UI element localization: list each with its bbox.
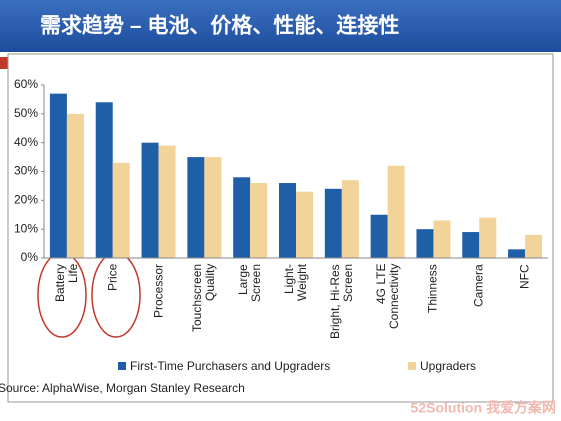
bar [508,249,526,258]
y-tick-label: 60% [14,77,38,91]
x-tick-label: Light- Weight [282,264,309,302]
y-tick-label: 30% [14,164,38,178]
watermark: 52Solution 我爱方案网 [411,400,556,416]
x-tick-label: NFC [517,264,532,289]
bar [95,102,113,258]
bar [158,145,176,258]
bar [250,183,268,258]
x-tick-label: Battery Life [52,264,80,303]
bar [204,157,222,258]
bar [279,183,296,258]
title-banner [0,0,561,52]
bar [66,113,84,258]
bar [112,162,130,258]
bar [416,229,434,258]
y-tick-label: 10% [14,221,38,235]
legend-label: First-Time Purchasers and Upgraders [130,359,330,373]
bar [324,188,342,258]
x-tick-label: Processor [151,264,166,319]
bar [233,177,251,258]
x-tick-label: Touchscreen Quality [190,264,218,333]
x-tick-label: Thinness [425,264,440,313]
y-tick-label: 50% [14,106,38,120]
x-tick-label: Bright, Hi-Res Screen [327,264,355,339]
bar [141,142,159,258]
x-tick-label: Price [105,264,120,292]
bar [49,93,67,259]
bar [387,165,405,258]
legend-label: Upgraders [420,359,476,373]
bar [433,220,451,258]
y-tick-label: 40% [14,135,38,149]
legend-swatch [118,362,126,370]
source: Source: AlphaWise, Morgan Stanley Resear… [0,381,245,395]
slide-title: 需求趋势 – 电池、价格、性能、连接性 [40,14,399,38]
y-tick-label: 0% [21,250,39,264]
legend-swatch [408,362,416,370]
bar [462,232,480,258]
x-tick-label: 4G LTE Connectivity [373,264,401,330]
bar [296,191,313,258]
x-tick-label: Large Screen [236,264,264,303]
bar [187,157,205,258]
bar [479,217,497,258]
x-tick-label: Camera [471,264,486,307]
bar [370,214,388,258]
y-tick-label: 20% [14,193,38,207]
bar [341,180,359,258]
bar [525,234,543,258]
